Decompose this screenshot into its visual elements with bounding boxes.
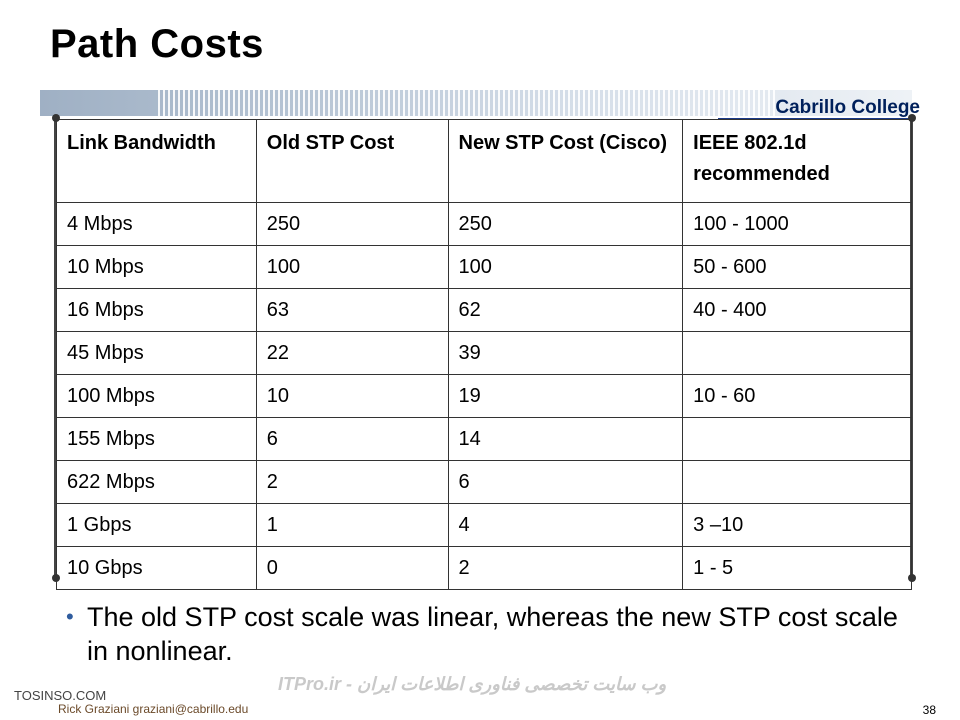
table-cell: 10 Mbps xyxy=(56,245,257,289)
table-cell: 4 Mbps xyxy=(56,202,257,246)
table-cell: 10 xyxy=(255,374,449,418)
header-cell: Link Bandwidth xyxy=(56,119,257,203)
table-row: 622 Mbps 2 6 xyxy=(56,460,912,504)
table-cell: 50 - 600 xyxy=(682,245,912,289)
brand-name: Cabrillo College xyxy=(775,97,920,118)
bullet-dot-icon: • xyxy=(66,604,74,629)
slide-title: Path Costs xyxy=(50,22,264,66)
table-row: 10 Gbps 0 2 1 - 5 xyxy=(56,546,912,590)
table-cell: 39 xyxy=(447,331,684,375)
header-cell: Old STP Cost xyxy=(255,119,449,203)
table-cell: 155 Mbps xyxy=(56,417,257,461)
table-cell: 622 Mbps xyxy=(56,460,257,504)
table-cell: 6 xyxy=(255,417,449,461)
table-cell: 63 xyxy=(255,288,449,332)
table-cell: 3 –10 xyxy=(682,503,912,547)
table-cell: 19 xyxy=(447,374,684,418)
table-cell: 100 xyxy=(447,245,684,289)
table-row: 4 Mbps 250 250 100 - 1000 xyxy=(56,202,912,246)
table-left-rail xyxy=(54,116,57,580)
table-cell: 4 xyxy=(447,503,684,547)
page-number: 38 xyxy=(922,703,936,717)
table-header-row: Link Bandwidth Old STP Cost New STP Cost… xyxy=(56,119,912,203)
table-cell: 250 xyxy=(447,202,684,246)
table-row: 100 Mbps 10 19 10 - 60 xyxy=(56,374,912,418)
rail-knob-top-left xyxy=(52,114,60,122)
table-cell: 100 - 1000 xyxy=(682,202,912,246)
table-cell: 6 xyxy=(447,460,684,504)
table-cell: 14 xyxy=(447,417,684,461)
header-cell: IEEE 802.1d recommended xyxy=(682,119,912,203)
table-row: 155 Mbps 6 14 xyxy=(56,417,912,461)
table-cell: 2 xyxy=(447,546,684,590)
table-cell xyxy=(682,331,912,375)
header-band xyxy=(40,90,912,116)
header-cell: New STP Cost (Cisco) xyxy=(447,119,684,203)
footer-site: TOSINSO.COM xyxy=(14,688,107,703)
table-right-rail xyxy=(910,116,913,580)
table-cell: 100 Mbps xyxy=(56,374,257,418)
table-cell xyxy=(682,417,912,461)
table-cell: 1 Gbps xyxy=(56,503,257,547)
table-cell: 10 - 60 xyxy=(682,374,912,418)
table-cell: 62 xyxy=(447,288,684,332)
table-cell: 250 xyxy=(255,202,449,246)
table-cell: 0 xyxy=(255,546,449,590)
footer-author: Rick Graziani graziani@cabrillo.edu xyxy=(58,702,249,716)
rail-knob-bottom-left xyxy=(52,574,60,582)
table-cell: 16 Mbps xyxy=(56,288,257,332)
table-row: 10 Mbps 100 100 50 - 600 xyxy=(56,245,912,289)
table-row: 1 Gbps 1 4 3 –10 xyxy=(56,503,912,547)
footer-watermark: ITPro.ir - وب سایت تخصصی فناوری اطلاعات … xyxy=(278,674,667,694)
path-cost-table: Link Bandwidth Old STP Cost New STP Cost… xyxy=(56,119,912,590)
table-cell: 1 - 5 xyxy=(682,546,912,590)
table-cell: 22 xyxy=(255,331,449,375)
table-cell: 2 xyxy=(255,460,449,504)
table-row: 16 Mbps 63 62 40 - 400 xyxy=(56,288,912,332)
table-row: 45 Mbps 22 39 xyxy=(56,331,912,375)
table-cell: 100 xyxy=(255,245,449,289)
table-cell: 10 Gbps xyxy=(56,546,257,590)
table-cell xyxy=(682,460,912,504)
bullet-text: The old STP cost scale was linear, where… xyxy=(87,602,898,666)
table-cell: 40 - 400 xyxy=(682,288,912,332)
table-cell: 45 Mbps xyxy=(56,331,257,375)
table-cell: 1 xyxy=(255,503,449,547)
rail-knob-bottom-right xyxy=(908,574,916,582)
rail-knob-top-right xyxy=(908,114,916,122)
